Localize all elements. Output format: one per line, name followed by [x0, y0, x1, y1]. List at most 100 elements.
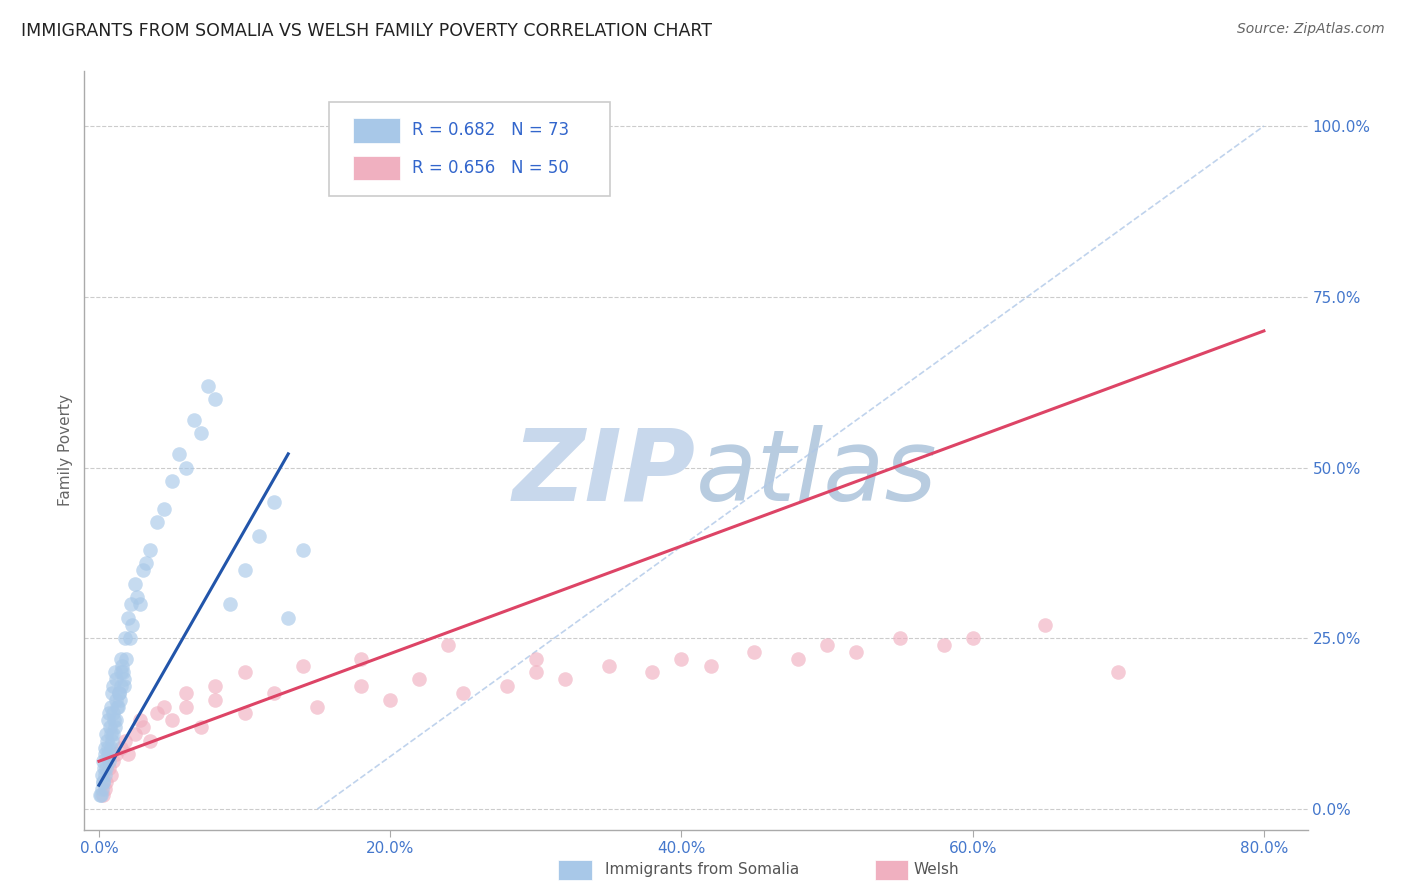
Point [97, 740, 120, 755]
Point [451, 686, 474, 700]
Point [103, 727, 125, 741]
Point [787, 652, 810, 666]
Point [101, 706, 124, 721]
Point [100, 727, 122, 741]
Text: R = 0.682   N = 73: R = 0.682 N = 73 [412, 121, 569, 139]
Point [91, 789, 114, 803]
Point [124, 576, 146, 591]
FancyBboxPatch shape [353, 155, 399, 180]
Point [104, 665, 127, 680]
Point [96, 761, 118, 775]
Point [524, 652, 547, 666]
Point [110, 665, 132, 680]
Point [93, 740, 115, 755]
Point [98, 761, 121, 775]
Point [742, 645, 765, 659]
Point [98, 720, 121, 734]
Point [291, 542, 314, 557]
Text: IMMIGRANTS FROM SOMALIA VS WELSH FAMILY POVERTY CORRELATION CHART: IMMIGRANTS FROM SOMALIA VS WELSH FAMILY … [21, 22, 711, 40]
Point [104, 693, 127, 707]
Text: Source: ZipAtlas.com: Source: ZipAtlas.com [1237, 22, 1385, 37]
Point [699, 658, 721, 673]
Point [112, 673, 135, 687]
Text: atlas: atlas [696, 425, 938, 522]
Point [598, 658, 620, 673]
Point [204, 392, 226, 407]
Point [101, 733, 124, 747]
Point [671, 652, 693, 666]
Point [190, 720, 212, 734]
Point [107, 686, 129, 700]
Point [219, 597, 242, 611]
Point [103, 713, 125, 727]
Point [408, 673, 430, 687]
Point [160, 713, 183, 727]
Point [96, 727, 118, 741]
Point [1107, 665, 1129, 680]
Text: ZIP: ZIP [513, 425, 696, 522]
Point [146, 706, 169, 721]
Point [105, 699, 128, 714]
Point [160, 474, 183, 488]
Point [96, 733, 118, 747]
Point [135, 556, 157, 570]
Point [350, 679, 373, 693]
Point [204, 693, 226, 707]
Point [190, 426, 212, 441]
Point [91, 774, 114, 789]
Point [128, 713, 150, 727]
Point [89, 789, 111, 803]
Point [815, 638, 838, 652]
Point [96, 774, 118, 789]
Point [146, 515, 169, 529]
Point [962, 632, 984, 646]
Point [108, 693, 131, 707]
Point [139, 733, 162, 747]
Point [932, 638, 955, 652]
Point [117, 611, 139, 625]
Point [110, 652, 132, 666]
Point [167, 447, 190, 461]
Point [111, 665, 134, 680]
Point [90, 789, 112, 803]
Point [183, 413, 205, 427]
Point [204, 679, 226, 693]
Point [350, 652, 373, 666]
Text: Welsh: Welsh [914, 863, 959, 877]
Point [307, 699, 329, 714]
Point [100, 768, 122, 782]
Y-axis label: Family Poverty: Family Poverty [58, 394, 73, 507]
Point [233, 665, 256, 680]
Point [115, 652, 138, 666]
Point [103, 754, 125, 768]
Point [94, 747, 117, 762]
Point [90, 768, 112, 782]
Point [120, 597, 142, 611]
Point [100, 740, 122, 755]
Point [105, 713, 128, 727]
Point [97, 713, 120, 727]
Point [554, 673, 576, 687]
Point [118, 632, 141, 646]
Point [114, 632, 136, 646]
Point [128, 597, 150, 611]
Point [98, 706, 121, 721]
Point [437, 638, 460, 652]
Point [110, 679, 132, 693]
Point [233, 563, 256, 577]
Point [101, 686, 124, 700]
Point [111, 658, 134, 673]
Point [105, 673, 128, 687]
Point [131, 720, 153, 734]
Point [197, 378, 219, 392]
Point [91, 754, 114, 768]
Point [139, 542, 162, 557]
Point [277, 611, 299, 625]
Point [247, 529, 270, 543]
Point [889, 632, 911, 646]
Point [104, 720, 127, 734]
Point [174, 699, 197, 714]
Point [103, 679, 125, 693]
Point [153, 699, 176, 714]
Point [845, 645, 868, 659]
